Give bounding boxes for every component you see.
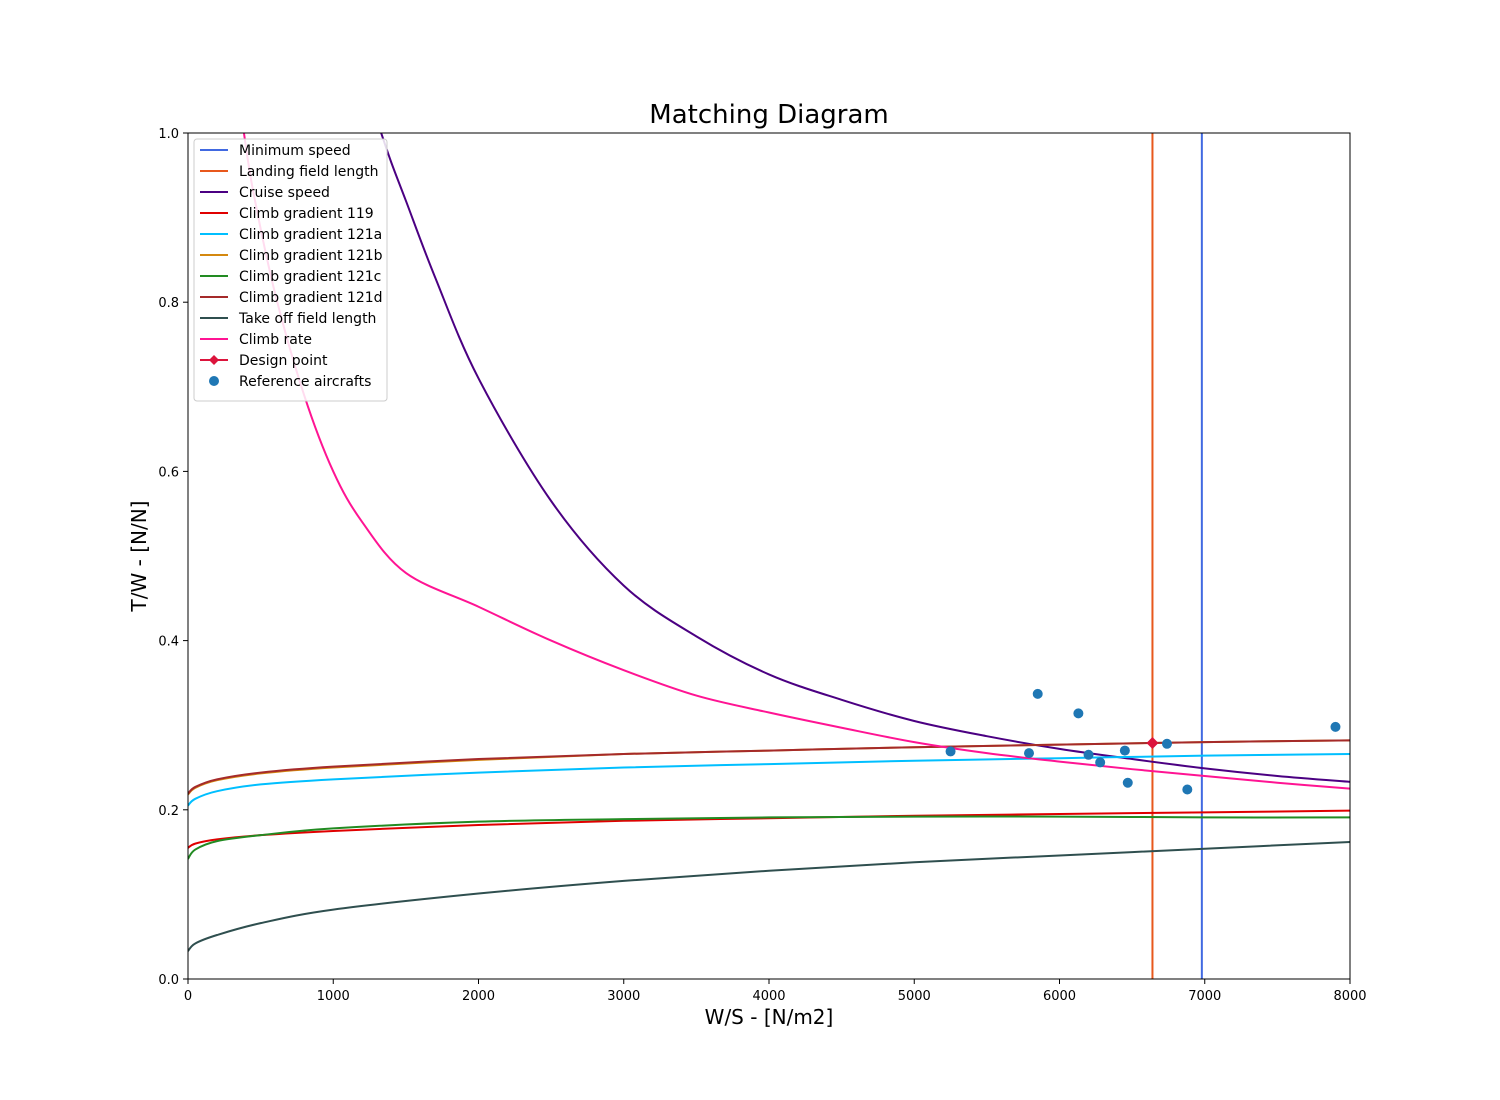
x-tick-label: 6000 [1043, 989, 1076, 1004]
y-tick-label: 0.4 [158, 635, 179, 650]
series-climb-gradient-121a [188, 752, 1350, 807]
legend-label-climb-gradient-121a: Climb gradient 121a [239, 227, 382, 243]
y-tick-label: 0.2 [158, 804, 179, 819]
legend-label-design-point: Design point [239, 353, 328, 369]
y-axis-title: T/W - [N/N] [127, 501, 151, 613]
reference-aircraft-point [1023, 748, 1034, 759]
legend-marker-design-point [209, 355, 219, 365]
x-tick-label: 0 [184, 989, 192, 1004]
series-layer [188, 133, 1350, 979]
x-tick-label: 4000 [752, 989, 785, 1004]
reference-aircraft-point [1095, 757, 1106, 768]
y-tick-label: 0.8 [158, 296, 179, 311]
design-point-marker [1146, 736, 1159, 749]
reference-aircraft-point [1182, 784, 1193, 795]
x-tick-label: 8000 [1333, 989, 1366, 1004]
reference-aircraft-point [1161, 738, 1172, 749]
legend-label-cruise-speed: Cruise speed [239, 185, 330, 201]
series-climb-gradient-121b [188, 739, 1350, 796]
reference-aircraft-point [1330, 721, 1341, 732]
y-tick-label: 1.0 [158, 127, 179, 142]
legend-label-take-off-field-length: Take off field length [238, 311, 376, 327]
series-take-off-field-length [188, 840, 1350, 952]
series-cruise-speed [380, 133, 1350, 783]
x-axis-title: W/S - [N/m2] [705, 1005, 834, 1029]
legend-label-climb-gradient-121c: Climb gradient 121c [239, 269, 381, 285]
legend-label-landing-field-length: Landing field length [239, 164, 379, 180]
x-tick-label: 5000 [898, 989, 931, 1004]
x-tick-label: 2000 [462, 989, 495, 1004]
legend-label-climb-gradient-121b: Climb gradient 121b [239, 248, 383, 264]
legend-label-climb-gradient-119: Climb gradient 119 [239, 206, 374, 222]
y-tick-label: 0.6 [158, 465, 179, 480]
reference-aircraft-point [1032, 688, 1043, 699]
legend-label-minimum-speed: Minimum speed [239, 143, 351, 159]
legend: Minimum speed Landing field length Cruise … [193, 138, 388, 402]
reference-aircraft-point [1119, 745, 1130, 756]
chart-title: Matching Diagram [649, 100, 888, 130]
x-tick-label: 3000 [607, 989, 640, 1004]
y-tick-label: 0.0 [158, 973, 179, 988]
series-climb-gradient-121d [188, 739, 1350, 795]
x-tick-label: 1000 [317, 989, 350, 1004]
legend-label-climb-gradient-121d: Climb gradient 121d [239, 290, 383, 306]
ticks-layer: 0 1000 2000 3000 4000 5000 6000 7000 8000 0.0 0.2 0… [158, 127, 1366, 1004]
points-layer [945, 688, 1341, 795]
series-climb-rate [242, 133, 1350, 790]
series-climb-gradient-119 [188, 809, 1350, 849]
legend-box [193, 138, 388, 402]
x-tick-label: 7000 [1188, 989, 1221, 1004]
reference-aircraft-point [945, 746, 956, 757]
reference-aircraft-point [1073, 708, 1084, 719]
legend-label-reference-aircrafts: Reference aircrafts [239, 374, 371, 390]
reference-aircraft-point [1083, 749, 1094, 760]
series-climb-gradient-121c [188, 815, 1350, 860]
reference-aircraft-point [1122, 777, 1133, 788]
legend-label-climb-rate: Climb rate [239, 332, 312, 348]
legend-swatch-reference-aircrafts [209, 376, 219, 386]
